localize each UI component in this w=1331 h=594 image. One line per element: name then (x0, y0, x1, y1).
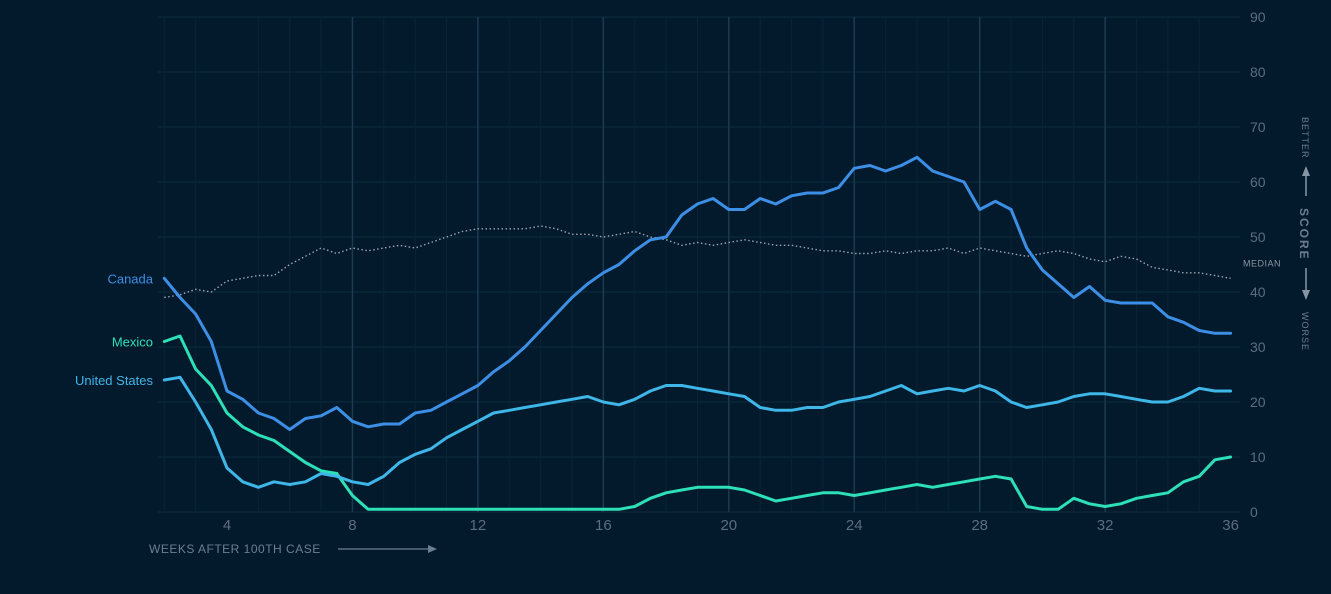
y-tick-label: 90 (1250, 9, 1266, 25)
x-tick-label: 4 (223, 517, 231, 534)
y-tick-label: 20 (1250, 394, 1266, 410)
x-tick-label: 16 (595, 517, 612, 534)
x-tick-label: 24 (846, 517, 863, 534)
x-tick-label: 8 (348, 517, 356, 534)
x-arrow-icon (428, 545, 437, 553)
x-tick-label: 12 (470, 517, 487, 534)
x-tick-label: 20 (720, 517, 737, 534)
y-tick-label: 30 (1250, 339, 1266, 355)
median-label: MEDIAN (1243, 258, 1281, 268)
y-tick-label: 50 (1250, 229, 1266, 245)
series-label: Canada (107, 271, 153, 286)
x-axis-title: WEEKS AFTER 100TH CASE (149, 542, 321, 556)
y-tick-label: 10 (1250, 449, 1266, 465)
y-tick-label: 40 (1250, 284, 1266, 300)
x-tick-label: 32 (1097, 517, 1114, 534)
y-label-top: BETTER (1300, 117, 1310, 159)
y-tick-label: 60 (1250, 174, 1266, 190)
median-line (164, 225, 1231, 299)
series-line-mexico (162, 334, 1233, 511)
y-tick-label: 80 (1250, 64, 1266, 80)
arrow-up-icon (1302, 166, 1310, 176)
x-tick-label: 28 (971, 517, 988, 534)
series-lines (162, 155, 1233, 511)
series-line-canada (162, 155, 1233, 431)
grid (158, 16, 1240, 513)
x-axis: 4 8 12 16 20 24 28 32 36 (223, 517, 1239, 534)
y-axis-title: SCORE (1297, 208, 1311, 261)
x-tick-label: 36 (1222, 517, 1239, 534)
series-label: United States (75, 373, 154, 388)
series-line-united-states (162, 375, 1233, 489)
series-labels: MEDIAN Canada Mexico United States (75, 258, 1281, 388)
y-label-bottom: WORSE (1300, 312, 1310, 351)
y-axis: 0 10 20 30 40 50 60 70 80 90 (1250, 9, 1266, 520)
series-label: Mexico (112, 335, 153, 350)
y-tick-label: 70 (1250, 119, 1266, 135)
y-tick-label: 0 (1250, 504, 1258, 520)
arrow-down-icon (1302, 290, 1310, 300)
